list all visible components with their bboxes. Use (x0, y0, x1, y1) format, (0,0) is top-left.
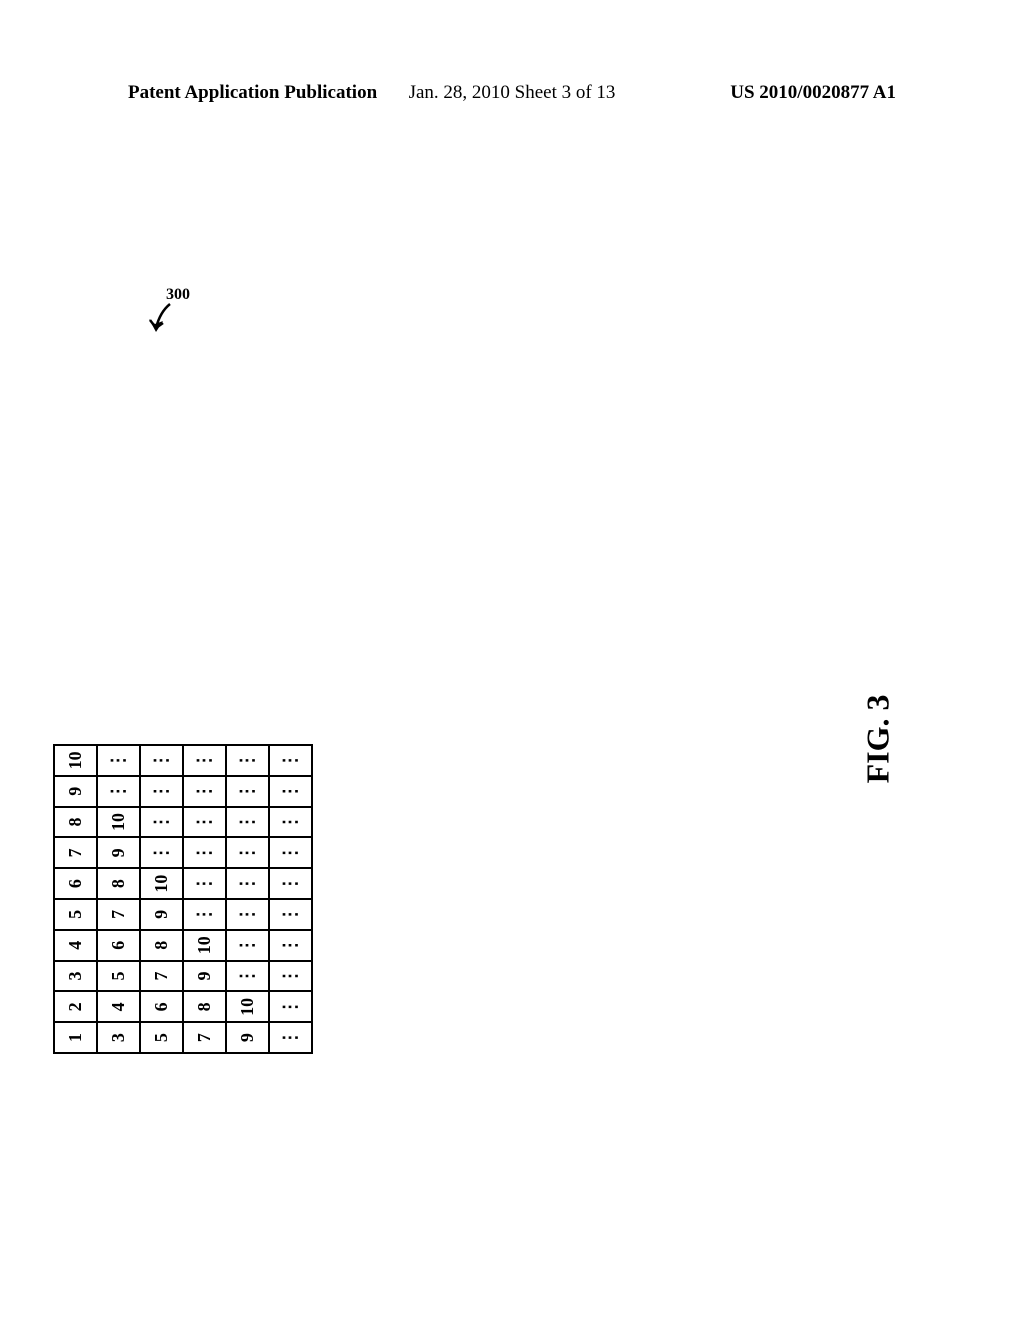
table-cell: ⋮ (226, 776, 269, 807)
arrow-icon (148, 302, 178, 336)
header-left: Patent Application Publication (128, 82, 377, 104)
table-cell: 7 (54, 837, 97, 868)
table-cell: ⋮ (269, 868, 312, 899)
data-table: 12345678910345678910⋮⋮5678910⋮⋮⋮⋮78910⋮⋮… (53, 744, 313, 1054)
figure-container: 12345678910345678910⋮⋮5678910⋮⋮⋮⋮78910⋮⋮… (313, 506, 623, 1054)
table-row: 345678910⋮⋮ (97, 745, 140, 1053)
table-cell: 10 (140, 868, 183, 899)
table-cell: 4 (54, 930, 97, 961)
table-cell: 9 (97, 837, 140, 868)
table-cell: ⋮ (226, 837, 269, 868)
table-cell: 4 (97, 991, 140, 1022)
table-cell: 1 (54, 1022, 97, 1053)
header-right: US 2010/0020877 A1 (730, 82, 896, 104)
table-cell: ⋮ (269, 930, 312, 961)
table-cell: ⋮ (183, 868, 226, 899)
figure-label: FIG. 3 (860, 695, 897, 784)
table-cell: ⋮ (269, 745, 312, 776)
table-cell: ⋮ (183, 837, 226, 868)
table-cell: 10 (54, 745, 97, 776)
table-row: 5678910⋮⋮⋮⋮ (140, 745, 183, 1053)
table-cell: ⋮ (183, 745, 226, 776)
table-cell: ⋮ (269, 1022, 312, 1053)
table-cell: 8 (54, 807, 97, 838)
table-cell: 10 (226, 991, 269, 1022)
table-cell: ⋮ (269, 837, 312, 868)
table-cell: ⋮ (269, 991, 312, 1022)
table-cell: 10 (183, 930, 226, 961)
table-cell: 10 (97, 807, 140, 838)
table-row: 12345678910 (54, 745, 97, 1053)
table-cell: 6 (54, 868, 97, 899)
table-cell: 9 (183, 961, 226, 992)
table-row: ⋮⋮⋮⋮⋮⋮⋮⋮⋮⋮ (269, 745, 312, 1053)
table-cell: ⋮ (140, 776, 183, 807)
table-cell: ⋮ (226, 961, 269, 992)
table-cell: 9 (54, 776, 97, 807)
table-cell: 9 (226, 1022, 269, 1053)
table-cell: ⋮ (269, 961, 312, 992)
table-cell: ⋮ (226, 745, 269, 776)
table-cell: 3 (97, 1022, 140, 1053)
table-cell: ⋮ (183, 899, 226, 930)
table-cell: 8 (97, 868, 140, 899)
table-cell: 3 (54, 961, 97, 992)
table-cell: ⋮ (226, 868, 269, 899)
table-cell: 2 (54, 991, 97, 1022)
table-cell: 6 (140, 991, 183, 1022)
table-cell: 8 (140, 930, 183, 961)
table-cell: 9 (140, 899, 183, 930)
table-cell: ⋮ (140, 807, 183, 838)
table-cell: ⋮ (97, 776, 140, 807)
table-cell: 5 (54, 899, 97, 930)
table-cell: 8 (183, 991, 226, 1022)
table-row: 910⋮⋮⋮⋮⋮⋮⋮⋮ (226, 745, 269, 1053)
table-cell: ⋮ (183, 807, 226, 838)
table-cell: ⋮ (226, 930, 269, 961)
table-cell: 5 (97, 961, 140, 992)
table-cell: ⋮ (269, 776, 312, 807)
table-cell: 7 (183, 1022, 226, 1053)
table-cell: 7 (140, 961, 183, 992)
table-cell: ⋮ (269, 899, 312, 930)
table-cell: ⋮ (183, 776, 226, 807)
table-cell: ⋮ (226, 899, 269, 930)
table-cell: ⋮ (140, 745, 183, 776)
table-cell: ⋮ (140, 837, 183, 868)
page-header: Patent Application Publication Jan. 28, … (0, 82, 1024, 104)
table-row: 78910⋮⋮⋮⋮⋮⋮ (183, 745, 226, 1053)
table-cell: ⋮ (226, 807, 269, 838)
header-center: Jan. 28, 2010 Sheet 3 of 13 (409, 82, 616, 104)
table-cell: 7 (97, 899, 140, 930)
table-cell: ⋮ (269, 807, 312, 838)
table-cell: 5 (140, 1022, 183, 1053)
table-cell: 6 (97, 930, 140, 961)
table-cell: ⋮ (97, 745, 140, 776)
